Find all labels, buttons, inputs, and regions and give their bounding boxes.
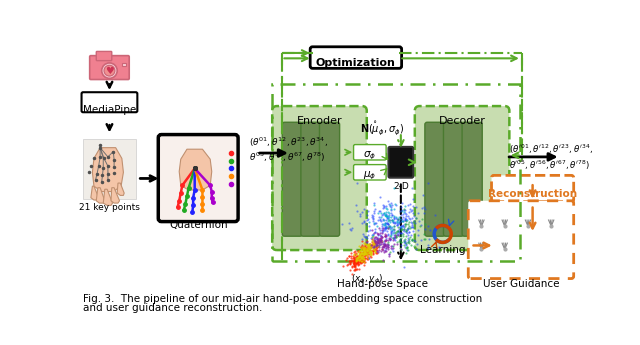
FancyBboxPatch shape: [492, 175, 573, 201]
Text: Learning: Learning: [420, 245, 465, 255]
Text: $\sigma_\phi$: $\sigma_\phi$: [364, 149, 376, 161]
FancyBboxPatch shape: [415, 106, 509, 250]
FancyBboxPatch shape: [425, 122, 445, 236]
Circle shape: [104, 65, 115, 76]
Text: ♥: ♥: [105, 66, 114, 76]
Text: $\mathbf{N}(\overset{\circ}{\mu}_\phi,\sigma_\phi)$: $\mathbf{N}(\overset{\circ}{\mu}_\phi,\s…: [360, 120, 404, 138]
FancyBboxPatch shape: [319, 122, 340, 236]
Text: Reconstruction: Reconstruction: [488, 189, 577, 199]
Text: Hand-pose Space: Hand-pose Space: [337, 279, 428, 289]
FancyBboxPatch shape: [90, 56, 129, 79]
Text: $(\theta^{01},\theta^{12},\theta^{23},\theta^{34},$
$\theta^{05},\theta^{56},\th: $(\theta^{01},\theta^{12},\theta^{23},\t…: [249, 135, 328, 164]
FancyBboxPatch shape: [310, 47, 402, 68]
Text: and user guidance reconstruction.: and user guidance reconstruction.: [83, 303, 262, 313]
Text: Encoder: Encoder: [297, 116, 342, 126]
Text: Decoder: Decoder: [438, 116, 486, 126]
FancyBboxPatch shape: [468, 201, 573, 278]
Text: Quaternion: Quaternion: [169, 220, 228, 230]
Text: MediaPipe: MediaPipe: [83, 105, 136, 115]
Polygon shape: [91, 186, 99, 200]
Bar: [83, 139, 136, 199]
Text: 2-D: 2-D: [393, 181, 409, 190]
FancyBboxPatch shape: [353, 165, 386, 180]
Circle shape: [102, 63, 117, 78]
FancyBboxPatch shape: [272, 106, 367, 250]
Polygon shape: [92, 148, 124, 191]
Text: Fig. 3.  The pipeline of our mid-air hand-pose embedding space construction: Fig. 3. The pipeline of our mid-air hand…: [83, 294, 483, 304]
FancyBboxPatch shape: [158, 135, 238, 221]
FancyBboxPatch shape: [388, 147, 413, 178]
FancyBboxPatch shape: [353, 145, 386, 160]
Text: $\mu_\phi$: $\mu_\phi$: [364, 169, 376, 181]
Polygon shape: [179, 149, 212, 190]
FancyBboxPatch shape: [301, 122, 321, 236]
Bar: [122, 63, 125, 66]
Text: 21 key points: 21 key points: [79, 203, 140, 212]
FancyBboxPatch shape: [462, 122, 482, 236]
Text: User Guidance: User Guidance: [483, 278, 559, 288]
Polygon shape: [96, 188, 105, 203]
FancyBboxPatch shape: [96, 51, 112, 61]
FancyBboxPatch shape: [282, 122, 303, 236]
Text: $(\theta'^{01},\theta'^{12},\theta'^{23},\theta'^{34},$
$\theta'^{05},\theta'^{5: $(\theta'^{01},\theta'^{12},\theta'^{23}…: [509, 143, 593, 172]
FancyBboxPatch shape: [444, 122, 463, 236]
Polygon shape: [111, 188, 120, 203]
Polygon shape: [103, 189, 113, 205]
Polygon shape: [117, 183, 124, 195]
Text: Optimization: Optimization: [316, 58, 396, 68]
FancyBboxPatch shape: [81, 92, 138, 112]
Text: $(x_\phi, y_\phi)$: $(x_\phi, y_\phi)$: [351, 273, 383, 286]
